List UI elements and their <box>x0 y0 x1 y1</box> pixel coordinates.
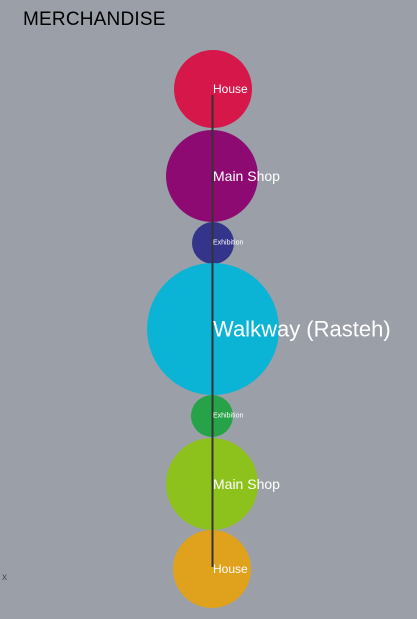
node-label-5: Exhibition <box>213 413 243 420</box>
node-label-3: Exhibition <box>213 240 243 247</box>
corner-mark: x <box>2 572 7 583</box>
node-label-2: Main Shop <box>213 168 280 184</box>
node-label-7: House <box>213 562 248 576</box>
node-label-4: Walkway (Rasteh) <box>213 317 391 342</box>
diagram-title: MERCHANDISE <box>23 9 166 30</box>
node-label-1: House <box>213 82 248 96</box>
node-circle-7 <box>173 530 251 608</box>
node-circle-1 <box>174 50 252 128</box>
node-label-6: Main Shop <box>213 476 280 492</box>
